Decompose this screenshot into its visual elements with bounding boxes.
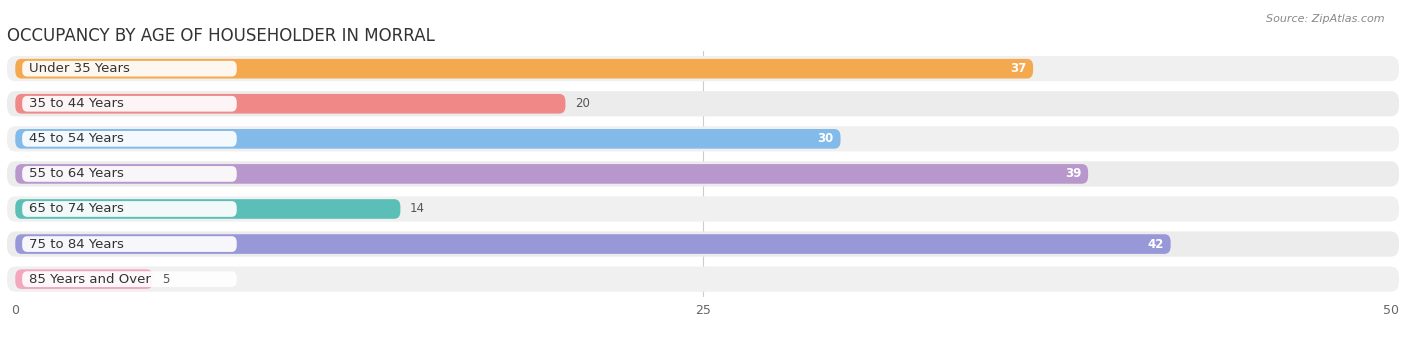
FancyBboxPatch shape <box>15 94 565 114</box>
FancyBboxPatch shape <box>7 126 1399 151</box>
FancyBboxPatch shape <box>15 234 1171 254</box>
Text: 45 to 54 Years: 45 to 54 Years <box>30 132 124 145</box>
Text: 55 to 64 Years: 55 to 64 Years <box>30 167 124 180</box>
Text: OCCUPANCY BY AGE OF HOUSEHOLDER IN MORRAL: OCCUPANCY BY AGE OF HOUSEHOLDER IN MORRA… <box>7 27 434 45</box>
Text: 5: 5 <box>163 273 170 286</box>
FancyBboxPatch shape <box>7 161 1399 187</box>
FancyBboxPatch shape <box>7 196 1399 222</box>
FancyBboxPatch shape <box>7 267 1399 292</box>
Text: 30: 30 <box>817 132 834 145</box>
Text: 14: 14 <box>411 203 425 216</box>
FancyBboxPatch shape <box>7 56 1399 81</box>
Text: 35 to 44 Years: 35 to 44 Years <box>30 97 124 110</box>
FancyBboxPatch shape <box>22 271 236 287</box>
Text: 37: 37 <box>1010 62 1026 75</box>
Text: 65 to 74 Years: 65 to 74 Years <box>30 203 124 216</box>
FancyBboxPatch shape <box>22 236 236 252</box>
Text: Source: ZipAtlas.com: Source: ZipAtlas.com <box>1267 14 1385 24</box>
FancyBboxPatch shape <box>15 59 1033 78</box>
FancyBboxPatch shape <box>22 201 236 217</box>
Text: 85 Years and Over: 85 Years and Over <box>30 273 150 286</box>
FancyBboxPatch shape <box>22 61 236 76</box>
Text: 20: 20 <box>575 97 591 110</box>
Text: Under 35 Years: Under 35 Years <box>30 62 129 75</box>
Text: 75 to 84 Years: 75 to 84 Years <box>30 238 124 251</box>
FancyBboxPatch shape <box>15 199 401 219</box>
FancyBboxPatch shape <box>7 232 1399 257</box>
FancyBboxPatch shape <box>22 166 236 182</box>
FancyBboxPatch shape <box>15 269 153 289</box>
FancyBboxPatch shape <box>22 131 236 147</box>
Text: 39: 39 <box>1064 167 1081 180</box>
FancyBboxPatch shape <box>7 91 1399 116</box>
FancyBboxPatch shape <box>15 164 1088 184</box>
FancyBboxPatch shape <box>22 96 236 112</box>
Text: 42: 42 <box>1147 238 1164 251</box>
FancyBboxPatch shape <box>15 129 841 149</box>
